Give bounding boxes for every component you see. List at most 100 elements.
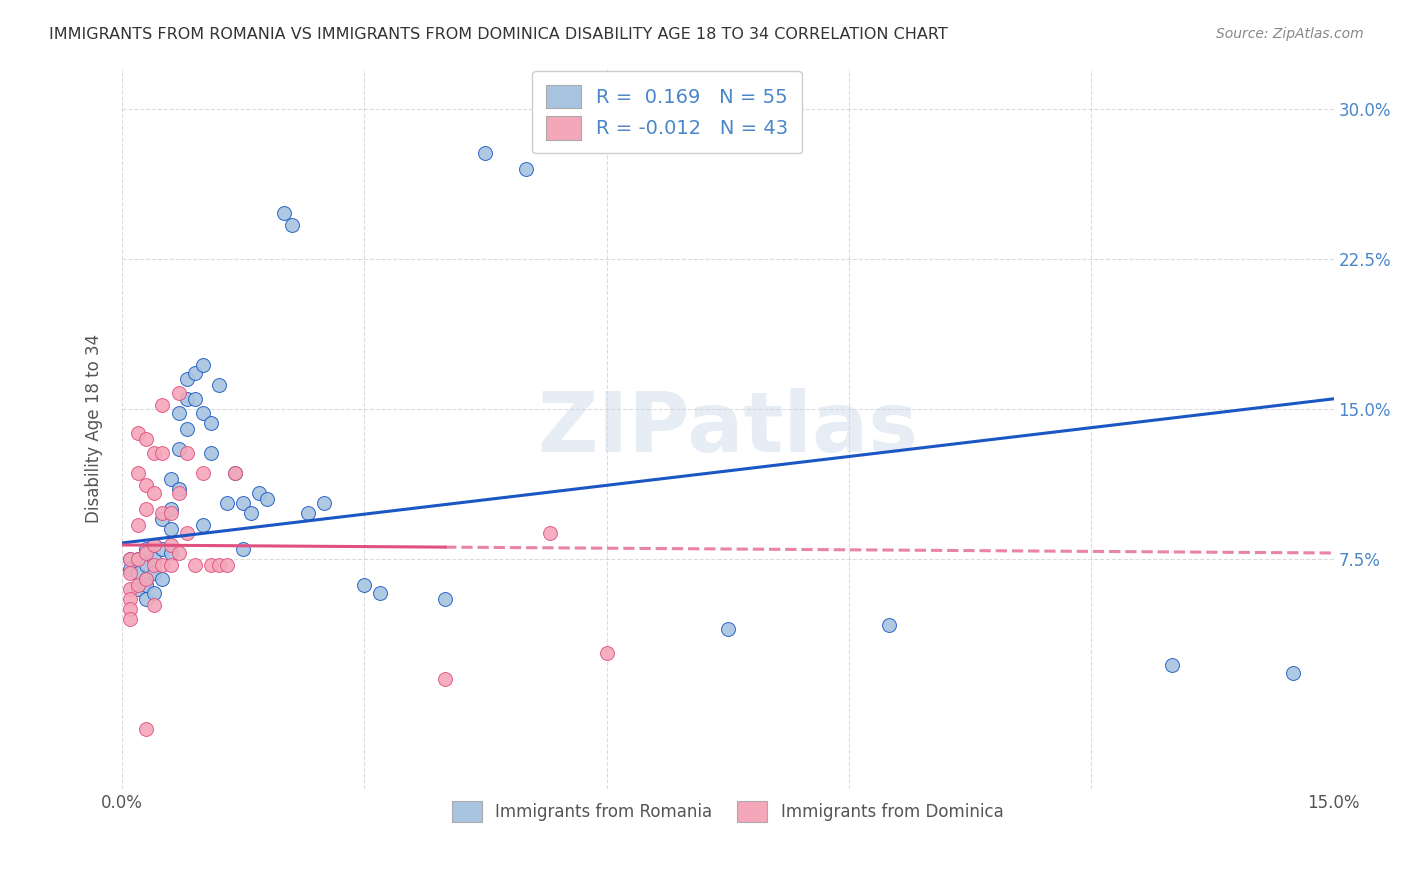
Point xyxy=(515,161,537,176)
Point xyxy=(127,566,149,580)
Point xyxy=(152,558,174,572)
Point xyxy=(127,552,149,566)
Point xyxy=(191,466,214,480)
Point xyxy=(167,406,190,420)
Point xyxy=(159,546,181,560)
Point xyxy=(176,446,198,460)
Point xyxy=(159,558,181,572)
Point xyxy=(595,646,617,660)
Point xyxy=(135,558,157,572)
Legend: Immigrants from Romania, Immigrants from Dominica: Immigrants from Romania, Immigrants from… xyxy=(439,788,1017,835)
Point xyxy=(143,486,166,500)
Point xyxy=(176,392,198,406)
Point xyxy=(191,358,214,372)
Point xyxy=(152,541,174,556)
Point xyxy=(370,586,392,600)
Point xyxy=(143,538,166,552)
Point xyxy=(184,366,207,380)
Point xyxy=(152,506,174,520)
Point xyxy=(143,586,166,600)
Point xyxy=(232,496,254,510)
Point xyxy=(159,502,181,516)
Point xyxy=(232,541,254,556)
Point xyxy=(120,612,142,626)
Point xyxy=(135,592,157,607)
Point xyxy=(200,558,222,572)
Point xyxy=(167,442,190,456)
Point xyxy=(135,432,157,446)
Point xyxy=(127,518,149,533)
Point xyxy=(143,446,166,460)
Point xyxy=(120,582,142,596)
Point xyxy=(434,672,457,686)
Point xyxy=(200,416,222,430)
Point xyxy=(184,558,207,572)
Point xyxy=(152,572,174,586)
Point xyxy=(297,506,319,520)
Point xyxy=(120,566,142,580)
Point xyxy=(247,486,270,500)
Point xyxy=(120,552,142,566)
Point xyxy=(159,538,181,552)
Point xyxy=(135,578,157,592)
Point xyxy=(127,552,149,566)
Point xyxy=(215,558,238,572)
Point xyxy=(191,518,214,533)
Point xyxy=(135,541,157,556)
Point xyxy=(143,552,166,566)
Point xyxy=(135,478,157,492)
Point xyxy=(353,578,375,592)
Point xyxy=(120,602,142,616)
Point xyxy=(143,566,166,580)
Point xyxy=(208,558,231,572)
Point xyxy=(280,218,302,232)
Point xyxy=(208,377,231,392)
Point xyxy=(135,546,157,560)
Point xyxy=(143,558,166,572)
Text: ZIPatlas: ZIPatlas xyxy=(537,388,918,469)
Point xyxy=(120,592,142,607)
Point xyxy=(434,592,457,607)
Point xyxy=(167,385,190,400)
Point xyxy=(120,562,142,576)
Point xyxy=(273,205,295,219)
Point xyxy=(135,572,157,586)
Point xyxy=(127,425,149,440)
Point xyxy=(538,526,561,541)
Point xyxy=(167,486,190,500)
Point xyxy=(176,372,198,386)
Point xyxy=(143,598,166,612)
Point xyxy=(474,145,496,160)
Point xyxy=(167,482,190,496)
Point xyxy=(127,578,149,592)
Point xyxy=(879,618,901,632)
Point xyxy=(167,546,190,560)
Point xyxy=(224,466,246,480)
Point xyxy=(159,472,181,486)
Point xyxy=(152,398,174,412)
Point xyxy=(240,506,263,520)
Point xyxy=(127,466,149,480)
Point xyxy=(176,422,198,436)
Point xyxy=(184,392,207,406)
Point xyxy=(135,722,157,736)
Point xyxy=(135,502,157,516)
Point xyxy=(256,491,278,506)
Point xyxy=(135,572,157,586)
Text: Source: ZipAtlas.com: Source: ZipAtlas.com xyxy=(1216,27,1364,41)
Point xyxy=(120,552,142,566)
Point xyxy=(159,522,181,536)
Point xyxy=(176,526,198,541)
Point xyxy=(1282,666,1305,681)
Point xyxy=(224,466,246,480)
Point xyxy=(191,406,214,420)
Point xyxy=(143,538,166,552)
Y-axis label: Disability Age 18 to 34: Disability Age 18 to 34 xyxy=(86,334,103,524)
Point xyxy=(200,446,222,460)
Text: IMMIGRANTS FROM ROMANIA VS IMMIGRANTS FROM DOMINICA DISABILITY AGE 18 TO 34 CORR: IMMIGRANTS FROM ROMANIA VS IMMIGRANTS FR… xyxy=(49,27,948,42)
Point xyxy=(152,446,174,460)
Point xyxy=(312,496,335,510)
Point xyxy=(1161,658,1184,673)
Point xyxy=(215,496,238,510)
Point xyxy=(159,506,181,520)
